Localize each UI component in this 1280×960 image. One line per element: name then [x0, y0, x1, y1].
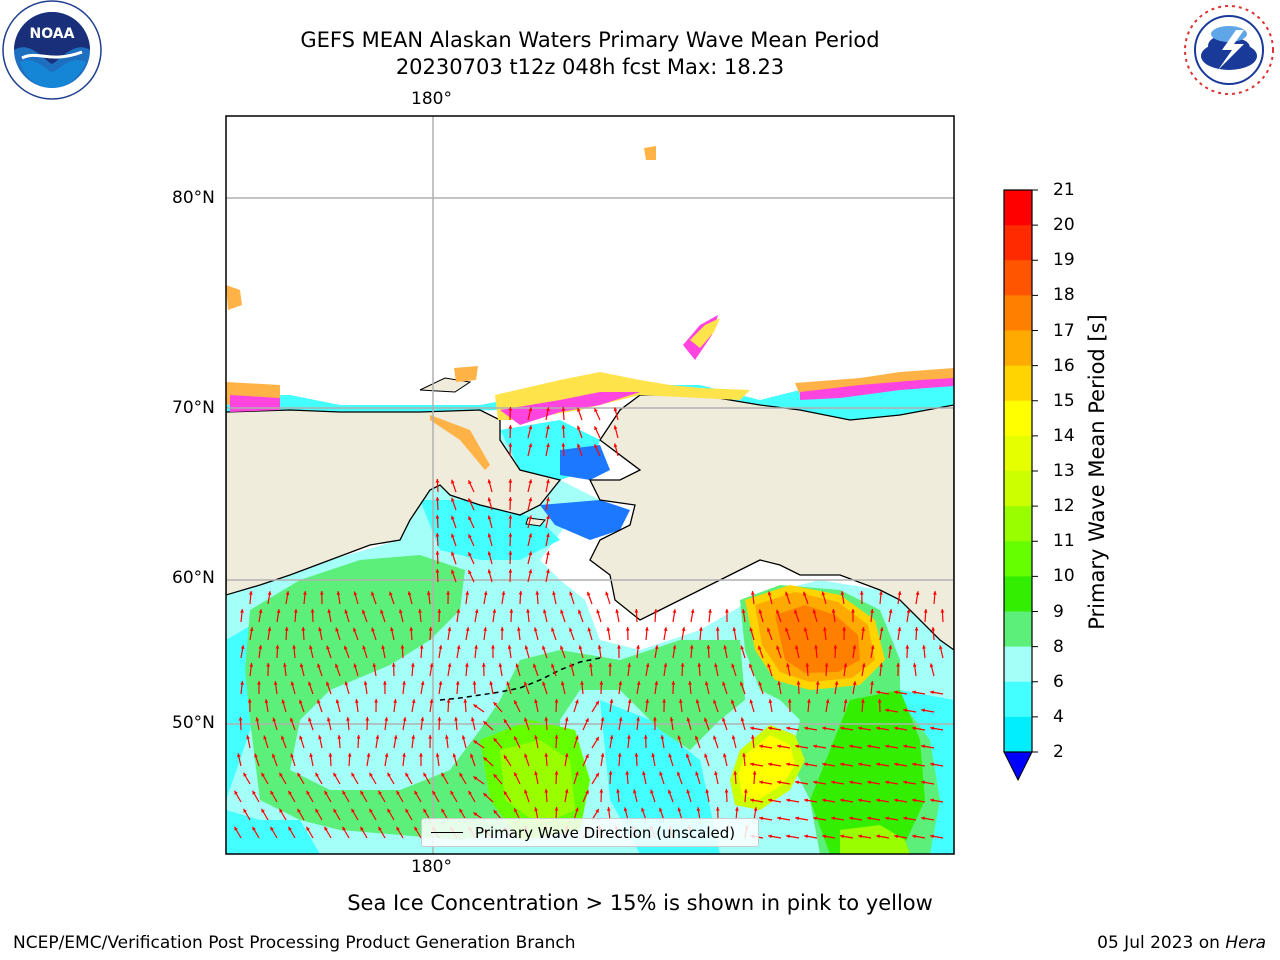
colorbar-tick-label: 6 [1053, 671, 1064, 692]
footer-machine: Hera [1225, 933, 1266, 953]
colorbar-bin [1004, 260, 1032, 296]
map-subtitle: 20230703 t12z 048h fcst Max: 18.23 [395, 55, 785, 79]
legend-line-swatch [431, 832, 463, 833]
colorbar-label: Primary Wave Mean Period [s] [1085, 314, 1109, 630]
colorbar-bin [1004, 190, 1032, 226]
colorbar-bin [1004, 365, 1032, 402]
colorbar-tick-label: 9 [1053, 601, 1064, 622]
legend-label: Primary Wave Direction (unscaled) [475, 823, 736, 842]
colorbar-bin [1004, 681, 1032, 718]
lon-label-bottom: 180° [411, 857, 452, 877]
colorbar-tick-label: 4 [1053, 706, 1064, 727]
colorbar-tick-label: 2 [1053, 742, 1064, 762]
colorbar-bin [1004, 611, 1032, 648]
colorbar-tick-label: 8 [1053, 636, 1064, 657]
map-legend: Primary Wave Direction (unscaled) [421, 818, 759, 847]
colorbar-bin [1004, 471, 1032, 507]
swell-region-west [245, 555, 745, 840]
colorbar-tick-label: 19 [1053, 250, 1075, 271]
nws-logo [1181, 2, 1277, 98]
colorbar-tick-label: 20 [1053, 215, 1075, 236]
colorbar-bin [1004, 435, 1032, 472]
map-title: GEFS MEAN Alaskan Waters Primary Wave Me… [300, 28, 880, 52]
colorbar-tick-label: 11 [1053, 531, 1075, 552]
colorbar-tick-label: 18 [1053, 285, 1075, 306]
colorbar-bin [1004, 400, 1032, 437]
colorbar-bin [1004, 646, 1032, 683]
noaa-logo: NOAA [2, 0, 102, 100]
colorbar-tick-label: 10 [1053, 566, 1075, 587]
lat-label-70: 70°N [172, 398, 215, 418]
colorbar-bin [1004, 506, 1032, 542]
footer-date-text: 05 Jul 2023 on [1097, 933, 1226, 953]
colorbar-bin [1004, 295, 1032, 331]
footer-date: 05 Jul 2023 on Hera [1097, 933, 1266, 953]
colorbar [1003, 189, 1038, 782]
lon-label-top: 180° [411, 89, 452, 109]
colorbar-tick-label: 14 [1053, 425, 1075, 446]
gridlines [226, 116, 954, 854]
lat-label-80: 80°N [172, 188, 215, 208]
colorbar-bin [1004, 576, 1032, 612]
colorbar-bin [1004, 541, 1032, 577]
svg-text:NOAA: NOAA [30, 26, 75, 42]
colorbar-tick-label: 13 [1053, 461, 1075, 481]
colorbar-tick-label: 15 [1053, 390, 1075, 411]
colorbar-under-extend [1003, 751, 1033, 782]
colorbar-tick-label: 16 [1053, 355, 1075, 376]
lat-label-60: 60°N [172, 568, 215, 588]
colorbar-bin [1004, 330, 1032, 367]
colorbar-tick-label: 12 [1053, 496, 1075, 517]
lat-label-50: 50°N [172, 713, 215, 733]
colorbar-bin [1004, 225, 1032, 261]
map-panel [225, 115, 955, 855]
colorbar-bin [1004, 716, 1032, 753]
colorbar-tick-label: 17 [1053, 320, 1075, 341]
colorbar-tick-label: 21 [1053, 180, 1075, 200]
footer-credit: NCEP/EMC/Verification Post Processing Pr… [13, 933, 576, 953]
sea-ice-caption: Sea Ice Concentration > 15% is shown in … [347, 891, 933, 915]
